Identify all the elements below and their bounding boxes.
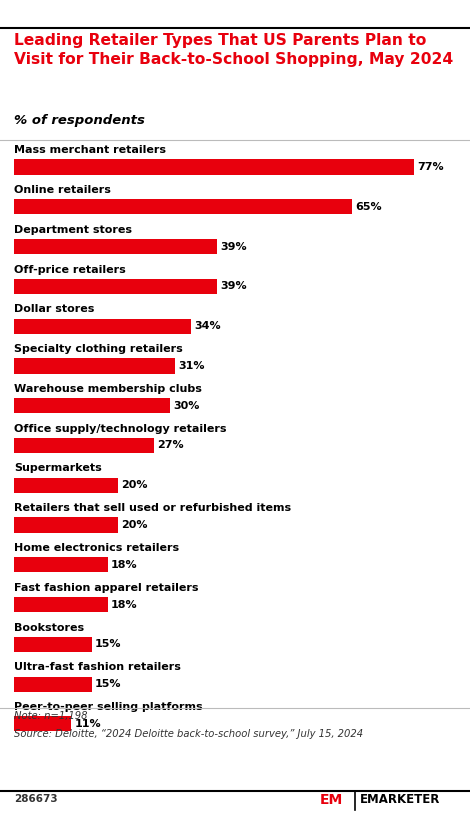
- Text: 286673: 286673: [14, 794, 58, 803]
- Text: 39%: 39%: [220, 242, 247, 252]
- Text: EM: EM: [320, 793, 343, 807]
- Bar: [14, 558, 108, 572]
- Bar: [14, 318, 191, 334]
- Text: 20%: 20%: [121, 520, 148, 530]
- Bar: [14, 478, 118, 492]
- Text: 18%: 18%: [111, 560, 137, 570]
- Bar: [14, 597, 108, 612]
- Bar: [14, 160, 415, 175]
- Bar: [14, 199, 352, 214]
- Text: 30%: 30%: [173, 400, 200, 411]
- Bar: [14, 637, 92, 652]
- Text: Bookstores: Bookstores: [14, 623, 84, 632]
- Text: 18%: 18%: [111, 600, 137, 610]
- Text: Off-price retailers: Off-price retailers: [14, 265, 126, 274]
- Text: EMARKETER: EMARKETER: [360, 793, 440, 806]
- Text: Specialty clothing retailers: Specialty clothing retailers: [14, 344, 183, 354]
- Bar: [14, 676, 92, 692]
- Text: 27%: 27%: [157, 440, 184, 450]
- Text: Department stores: Department stores: [14, 225, 132, 234]
- Text: 15%: 15%: [95, 639, 122, 650]
- Text: Peer-to-peer selling platforms: Peer-to-peer selling platforms: [14, 702, 203, 712]
- Bar: [14, 518, 118, 532]
- Bar: [14, 279, 217, 294]
- Text: 65%: 65%: [355, 202, 382, 212]
- Text: Mass merchant retailers: Mass merchant retailers: [14, 145, 166, 155]
- Text: 15%: 15%: [95, 679, 122, 689]
- Text: 11%: 11%: [74, 719, 101, 729]
- Text: Home electronics retailers: Home electronics retailers: [14, 543, 179, 553]
- Text: Office supply/technology retailers: Office supply/technology retailers: [14, 423, 227, 434]
- Text: Dollar stores: Dollar stores: [14, 304, 94, 314]
- Bar: [14, 239, 217, 254]
- Text: Warehouse membership clubs: Warehouse membership clubs: [14, 384, 202, 394]
- Text: 20%: 20%: [121, 480, 148, 490]
- Text: Leading Retailer Types That US Parents Plan to
Visit for Their Back-to-School Sh: Leading Retailer Types That US Parents P…: [14, 33, 454, 67]
- Text: Fast fashion apparel retailers: Fast fashion apparel retailers: [14, 583, 199, 593]
- Text: Note: n=1,198: Note: n=1,198: [14, 711, 87, 720]
- Bar: [14, 358, 175, 374]
- Bar: [14, 716, 71, 732]
- Text: 31%: 31%: [178, 361, 205, 371]
- Bar: [14, 398, 170, 414]
- Text: Retailers that sell used or refurbished items: Retailers that sell used or refurbished …: [14, 503, 291, 513]
- Text: 77%: 77%: [417, 162, 444, 172]
- Text: 34%: 34%: [194, 322, 220, 331]
- Bar: [14, 438, 155, 453]
- Text: 39%: 39%: [220, 282, 247, 291]
- Text: Ultra-fast fashion retailers: Ultra-fast fashion retailers: [14, 663, 181, 672]
- Text: Supermarkets: Supermarkets: [14, 463, 102, 474]
- Text: Source: Deloitte, “2024 Deloitte back-to-school survey,” July 15, 2024: Source: Deloitte, “2024 Deloitte back-to…: [14, 729, 363, 738]
- Text: % of respondents: % of respondents: [14, 114, 145, 127]
- Text: Online retailers: Online retailers: [14, 185, 111, 195]
